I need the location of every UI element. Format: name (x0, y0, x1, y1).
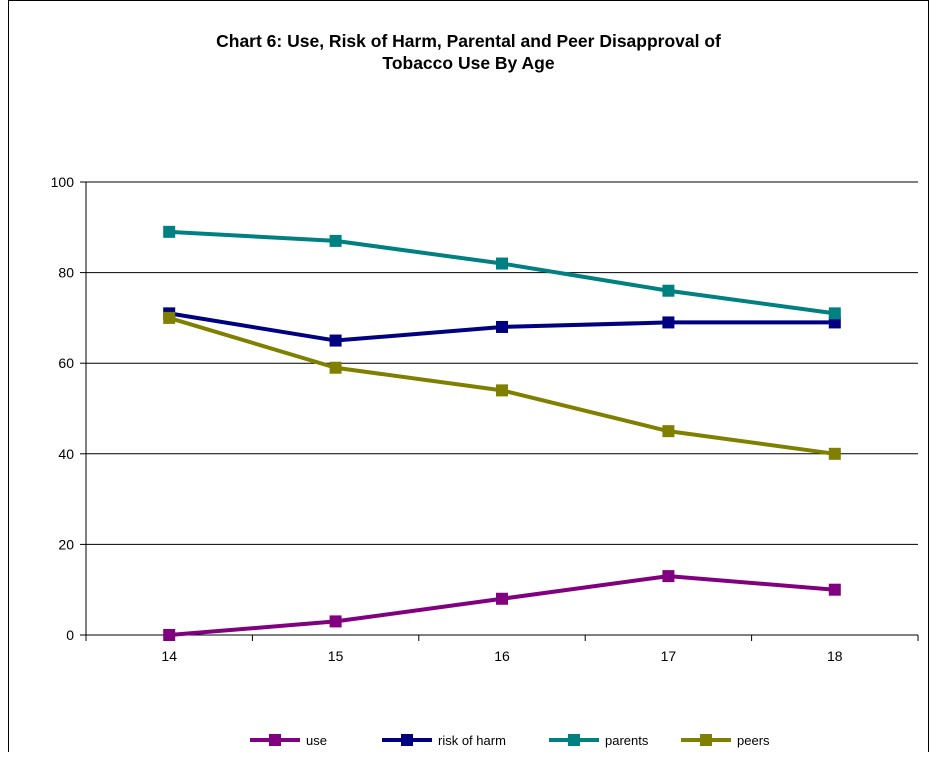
data-point-use-14 (163, 629, 176, 641)
series-line-use (169, 574, 835, 637)
legend-label-risk-of-harm: risk of harm (438, 733, 506, 748)
chart-title-line-1: Chart 6: Use, Risk of Harm, Parental and… (216, 31, 721, 51)
y-tick-label-100: 100 (51, 174, 75, 190)
chart-title: Chart 6: Use, Risk of Harm, Parental and… (8, 30, 929, 74)
x-tick-label-17: 17 (661, 648, 677, 664)
data-point-parents-16 (496, 257, 508, 270)
data-point-risk-of-harm-18 (828, 316, 841, 329)
data-point-use-16 (496, 592, 508, 605)
x-tick-label-14: 14 (161, 648, 177, 664)
data-point-use-17 (662, 570, 675, 583)
data-point-parents-15 (329, 234, 342, 247)
x-tick-label-15: 15 (328, 648, 344, 664)
legend-swatch-marker-peers (700, 734, 712, 746)
series-use (163, 570, 841, 641)
data-point-peers-17 (662, 425, 675, 438)
y-tick-label-40: 40 (58, 446, 74, 462)
data-point-risk-of-harm-16 (496, 320, 508, 333)
y-tick-label-20: 20 (58, 536, 74, 552)
legend: use risk of harm parents peers (250, 733, 770, 748)
data-point-risk-of-harm-15 (329, 334, 342, 347)
y-tick-label-60: 60 (58, 355, 74, 371)
data-point-peers-14 (163, 311, 176, 324)
data-point-peers-16 (496, 384, 508, 397)
x-tick-label-16: 16 (494, 648, 510, 664)
legend-swatch-marker-risk-of-harm (401, 734, 413, 746)
data-point-use-15 (329, 615, 342, 628)
legend-item-peers: peers (681, 733, 770, 748)
legend-label-peers: peers (737, 733, 770, 748)
y-tick-label-0: 0 (66, 627, 74, 643)
gridlines (86, 181, 918, 545)
data-point-peers-15 (329, 361, 342, 374)
series-parents (163, 225, 841, 320)
series-peers (163, 311, 841, 460)
chart-frame (8, 0, 929, 752)
data-point-peers-18 (828, 447, 841, 460)
series-risk-of-harm (163, 307, 841, 347)
legend-label-parents: parents (605, 733, 649, 748)
legend-item-parents: parents (549, 733, 649, 748)
axes (80, 181, 919, 641)
chart-title-line-2: Tobacco Use By Age (382, 53, 555, 73)
x-tick-label-18: 18 (827, 648, 843, 664)
data-point-parents-14 (163, 225, 176, 238)
legend-label-use: use (306, 733, 327, 748)
data-point-use-18 (828, 583, 841, 596)
legend-item-risk-of-harm: risk of harm (382, 733, 506, 748)
legend-swatch-marker-parents (568, 734, 580, 746)
x-axis-tick-labels: 14 15 16 17 18 (161, 648, 842, 664)
data-point-risk-of-harm-17 (662, 316, 675, 329)
y-tick-label-80: 80 (58, 265, 74, 281)
data-point-parents-18 (828, 307, 841, 320)
data-point-parents-17 (662, 284, 675, 297)
legend-item-use: use (250, 733, 327, 748)
y-axis-tick-labels: 0 20 40 60 80 100 (51, 174, 75, 643)
legend-swatch-marker-use (269, 734, 281, 746)
series-lines (163, 225, 841, 641)
